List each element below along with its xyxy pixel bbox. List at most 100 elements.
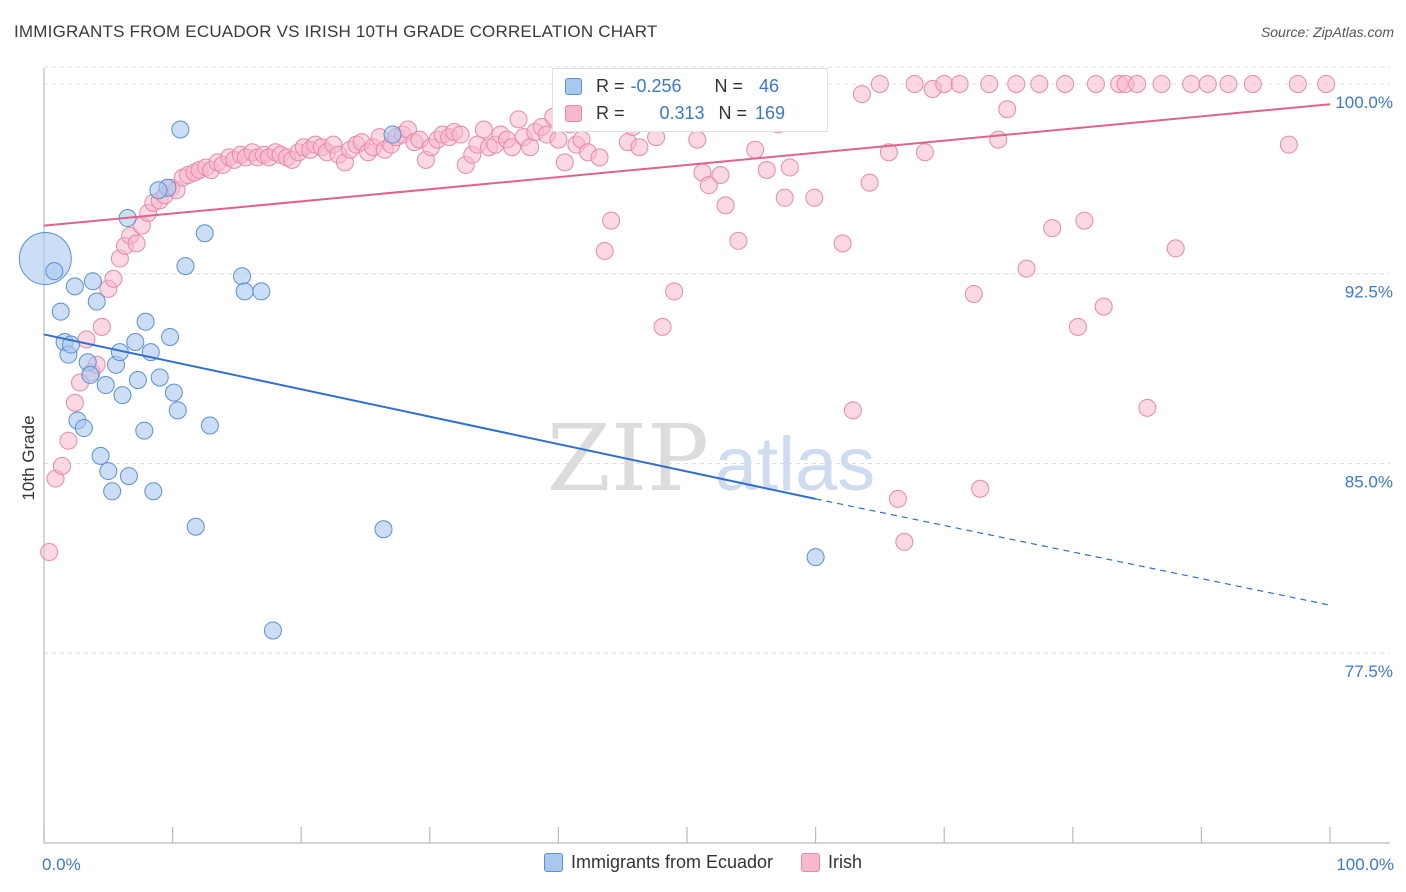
irish-point: [1056, 74, 1075, 93]
ecuador-point: [164, 383, 183, 402]
ecuador-point: [235, 282, 254, 301]
ecuador-point: [128, 370, 147, 389]
ecuador-point: [119, 467, 138, 486]
irish-point: [775, 188, 794, 207]
ecuador-point: [150, 368, 169, 387]
ecuador-point: [252, 282, 271, 301]
irish-point: [1007, 74, 1026, 93]
irish-point: [555, 153, 574, 172]
irish-trend-line: [43, 103, 1331, 227]
ecuador-point: [176, 257, 195, 276]
r-label: R =: [596, 75, 625, 96]
ecuador-point: [45, 262, 64, 281]
irish-point: [1043, 219, 1062, 238]
y-axis-label: 10th Grade: [19, 415, 38, 500]
irish-point: [688, 130, 707, 149]
ecuador-swatch: [565, 77, 582, 95]
ecuador-point: [374, 520, 393, 539]
n-label: N =: [714, 75, 744, 96]
irish-point: [521, 138, 540, 157]
legend-row-ecuador: R = -0.256 N = 46: [565, 74, 779, 98]
irish-point: [1138, 398, 1157, 417]
ecuador-trend-extension: [815, 498, 1331, 606]
ecuador-point: [91, 446, 110, 465]
irish-point: [980, 74, 999, 93]
legend-row-irish: R = 0.313 N = 169: [565, 101, 785, 125]
irish-point: [870, 74, 889, 93]
x-tick-label: 0.0%: [42, 855, 81, 874]
watermark-atlas: atlas: [715, 422, 876, 507]
legend-item-irish: Irish: [801, 852, 862, 873]
ecuador-point: [136, 312, 155, 331]
ecuador-point: [135, 421, 154, 440]
irish-point: [729, 231, 748, 250]
legend-label-irish: Irish: [828, 852, 863, 872]
irish-point: [1243, 74, 1262, 93]
ecuador-point: [87, 292, 106, 311]
irish-point: [653, 317, 672, 336]
irish-point: [665, 282, 684, 301]
irish-point: [989, 130, 1008, 149]
n-label: N =: [718, 102, 748, 123]
x-tick-labels: 0.0% 100.0%: [42, 855, 1394, 874]
trend-lines: [43, 103, 1331, 606]
irish-point: [1317, 74, 1336, 93]
source-label: Source: ZipAtlas.com: [1260, 24, 1394, 40]
irish-point: [127, 234, 146, 253]
n-value: 46: [759, 75, 780, 96]
irish-point: [699, 176, 718, 195]
irish-point: [590, 148, 609, 167]
irish-point: [1198, 74, 1217, 93]
ecuador-point: [806, 548, 825, 567]
ecuador-point: [18, 232, 72, 286]
ecuador-point: [195, 224, 214, 243]
ecuador-point: [233, 267, 252, 286]
legend-label-ecuador: Immigrants from Ecuador: [570, 852, 774, 872]
ecuador-point: [383, 125, 402, 144]
irish-point: [895, 532, 914, 551]
irish-point: [595, 241, 614, 260]
x-tick-label: 100.0%: [1336, 855, 1394, 874]
irish-swatch: [565, 104, 582, 122]
ecuador-point: [200, 416, 219, 435]
irish-point: [104, 269, 123, 288]
irish-point: [1152, 74, 1171, 93]
irish-point: [1279, 135, 1298, 154]
irish-point: [935, 74, 954, 93]
irish-point: [950, 74, 969, 93]
irish-point: [780, 158, 799, 177]
irish-point: [905, 74, 924, 93]
irish-point: [602, 211, 621, 230]
r-value: -0.256: [630, 75, 682, 96]
irish-point: [879, 143, 898, 162]
ecuador-point: [144, 482, 163, 501]
ecuador-point: [96, 376, 115, 395]
y-tick-label: 92.5%: [1345, 283, 1393, 302]
series-legend: Immigrants from Ecuador Irish: [0, 852, 1406, 873]
irish-point: [805, 188, 824, 207]
irish-point: [1086, 74, 1105, 93]
irish-point: [1219, 74, 1238, 93]
irish-point: [1030, 74, 1049, 93]
irish-point: [833, 234, 852, 253]
irish-point: [65, 393, 84, 412]
ecuador-trend-line: [43, 333, 816, 500]
irish-point: [964, 284, 983, 303]
irish-points: [40, 74, 1336, 562]
ecuador-point: [263, 621, 282, 640]
irish-point: [746, 140, 765, 159]
irish-point: [53, 457, 72, 476]
ecuador-point: [65, 277, 84, 296]
chart-title: IMMIGRANTS FROM ECUADOR VS IRISH 10TH GR…: [14, 22, 658, 41]
irish-point: [40, 543, 59, 562]
irish-point: [1182, 74, 1201, 93]
irish-point: [509, 110, 528, 129]
irish-point: [915, 143, 934, 162]
ecuador-swatch: [543, 853, 563, 872]
irish-point: [860, 173, 879, 192]
irish-point: [998, 100, 1017, 119]
ecuador-point: [168, 401, 187, 420]
y-tick-labels: 77.5% 85.0% 92.5% 100.0%: [1335, 93, 1393, 681]
irish-point: [92, 317, 111, 336]
axes: [43, 68, 1390, 844]
